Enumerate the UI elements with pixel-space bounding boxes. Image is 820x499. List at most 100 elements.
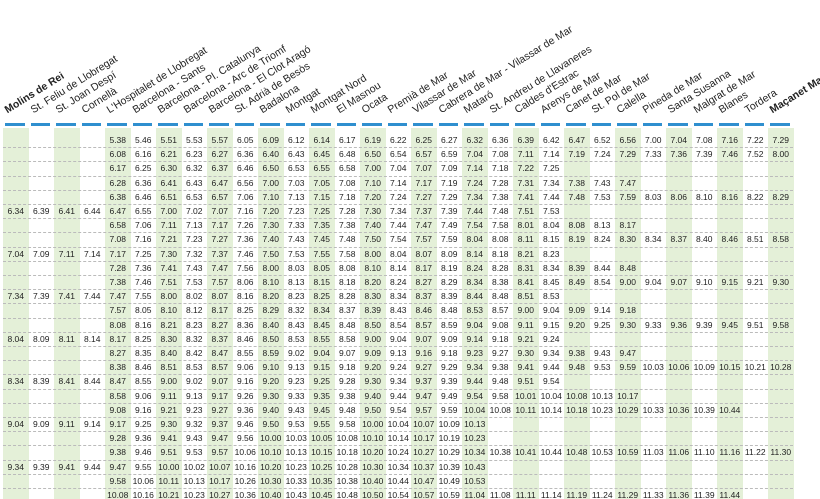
time-cell: 9.36 xyxy=(236,404,254,415)
time-cell: 7.00 xyxy=(160,206,178,216)
time-cell: 6.57 xyxy=(211,191,229,202)
time-cell: 9.38 xyxy=(109,447,127,458)
time-cell: 9.48 xyxy=(491,376,509,387)
time-cell: 7.02 xyxy=(185,206,203,216)
time-cell: 6.41 xyxy=(58,206,76,216)
time-cell: 8.10 xyxy=(262,277,280,287)
time-cell: 8.34 xyxy=(313,305,331,316)
time-cell: 10.07 xyxy=(413,419,435,429)
time-cell: 9.34 xyxy=(389,376,407,387)
time-cell: 6.21 xyxy=(160,149,178,160)
time-cell: 9.23 xyxy=(185,404,203,415)
time-cell: 7.53 xyxy=(185,277,203,287)
time-cell: 8.17 xyxy=(619,220,637,231)
time-cell: 10.23 xyxy=(591,404,613,415)
time-cell: 6.58 xyxy=(338,163,356,174)
time-cell: 10.28 xyxy=(770,362,792,373)
time-cell: 9.55 xyxy=(313,419,331,429)
time-cell: 9.47 xyxy=(415,390,433,401)
row-separator xyxy=(3,445,793,447)
time-cell: 8.46 xyxy=(415,305,433,316)
time-cell: 8.41 xyxy=(58,376,76,387)
time-cell: 6.53 xyxy=(287,163,305,174)
time-cell: 7.34 xyxy=(389,206,407,216)
time-cell: 7.48 xyxy=(568,191,586,202)
time-cell: 7.38 xyxy=(568,177,586,188)
time-cell: 9.17 xyxy=(109,419,127,429)
time-cell: 8.07 xyxy=(415,248,433,259)
time-cell: 7.16 xyxy=(236,206,254,216)
time-cell: 7.14 xyxy=(389,177,407,188)
time-cell: 8.46 xyxy=(134,362,152,373)
column-shade xyxy=(54,128,80,499)
time-cell: 9.45 xyxy=(721,319,739,330)
column-marker xyxy=(311,123,331,126)
time-cell: 9.18 xyxy=(440,348,458,358)
row-separator xyxy=(3,346,793,347)
time-cell: 7.54 xyxy=(389,234,407,245)
time-cell: 8.14 xyxy=(389,262,407,273)
time-cell: 8.11 xyxy=(58,333,75,344)
row-separator xyxy=(3,402,793,404)
time-cell: 9.44 xyxy=(542,362,560,373)
time-cell: 7.03 xyxy=(287,177,305,188)
time-cell: 8.10 xyxy=(364,262,382,273)
time-cell: 7.25 xyxy=(134,248,152,259)
time-cell: 9.55 xyxy=(134,461,152,472)
time-cell: 8.00 xyxy=(160,291,178,302)
time-cell: 9.23 xyxy=(287,376,305,387)
time-cell: 7.30 xyxy=(364,206,382,216)
time-cell: 8.48 xyxy=(440,305,458,316)
time-cell: 8.15 xyxy=(313,277,331,287)
time-cell: 8.17 xyxy=(211,305,229,316)
time-cell: 9.11 xyxy=(160,390,177,401)
time-cell: 10.27 xyxy=(413,447,435,458)
time-cell: 8.15 xyxy=(542,234,560,245)
time-cell: 5.53 xyxy=(185,135,203,145)
time-cell: 10.04 xyxy=(464,404,486,415)
time-cell: 7.20 xyxy=(364,191,382,202)
time-cell: 7.21 xyxy=(160,234,178,245)
time-cell: 10.23 xyxy=(183,490,205,499)
time-cell: 7.53 xyxy=(287,248,305,259)
time-cell: 8.40 xyxy=(262,319,280,330)
time-cell: 10.30 xyxy=(362,461,384,472)
time-cell: 7.36 xyxy=(134,262,152,273)
time-cell: 7.11 xyxy=(160,220,177,231)
column-marker xyxy=(5,123,25,126)
time-cell: 11.36 xyxy=(668,490,690,499)
time-cell: 9.09 xyxy=(568,305,586,316)
time-cell: 10.29 xyxy=(617,404,639,415)
time-cell: 9.50 xyxy=(364,404,382,415)
time-cell: 8.48 xyxy=(338,319,356,330)
row-separator xyxy=(3,331,793,333)
time-cell: 10.15 xyxy=(719,362,741,373)
time-cell: 9.13 xyxy=(389,348,407,358)
time-cell: 7.04 xyxy=(7,248,25,259)
time-cell: 7.29 xyxy=(440,191,458,202)
column-marker xyxy=(566,123,586,126)
time-cell: 9.41 xyxy=(517,362,535,373)
time-cell: 11.03 xyxy=(642,447,664,458)
time-cell: 9.39 xyxy=(32,461,50,472)
row-separator xyxy=(3,189,793,191)
row-separator xyxy=(3,317,793,319)
time-cell: 9.45 xyxy=(313,404,331,415)
time-cell: 9.14 xyxy=(83,419,101,429)
time-cell: 10.59 xyxy=(438,490,460,499)
time-cell: 8.39 xyxy=(568,262,586,273)
time-cell: 8.39 xyxy=(32,376,50,387)
time-cell: 9.10 xyxy=(262,362,280,373)
time-cell: 7.58 xyxy=(491,220,509,231)
time-cell: 9.39 xyxy=(695,319,713,330)
time-cell: 9.07 xyxy=(211,376,229,387)
time-cell: 10.13 xyxy=(183,475,205,486)
time-cell: 8.16 xyxy=(134,319,152,330)
time-cell: 6.05 xyxy=(236,135,254,145)
time-cell: 9.13 xyxy=(287,362,305,373)
time-cell: 7.04 xyxy=(670,135,688,145)
time-cell: 8.14 xyxy=(466,248,484,259)
time-cell: 8.40 xyxy=(160,348,178,358)
time-cell: 6.39 xyxy=(517,135,535,145)
time-cell: 8.59 xyxy=(440,319,458,330)
